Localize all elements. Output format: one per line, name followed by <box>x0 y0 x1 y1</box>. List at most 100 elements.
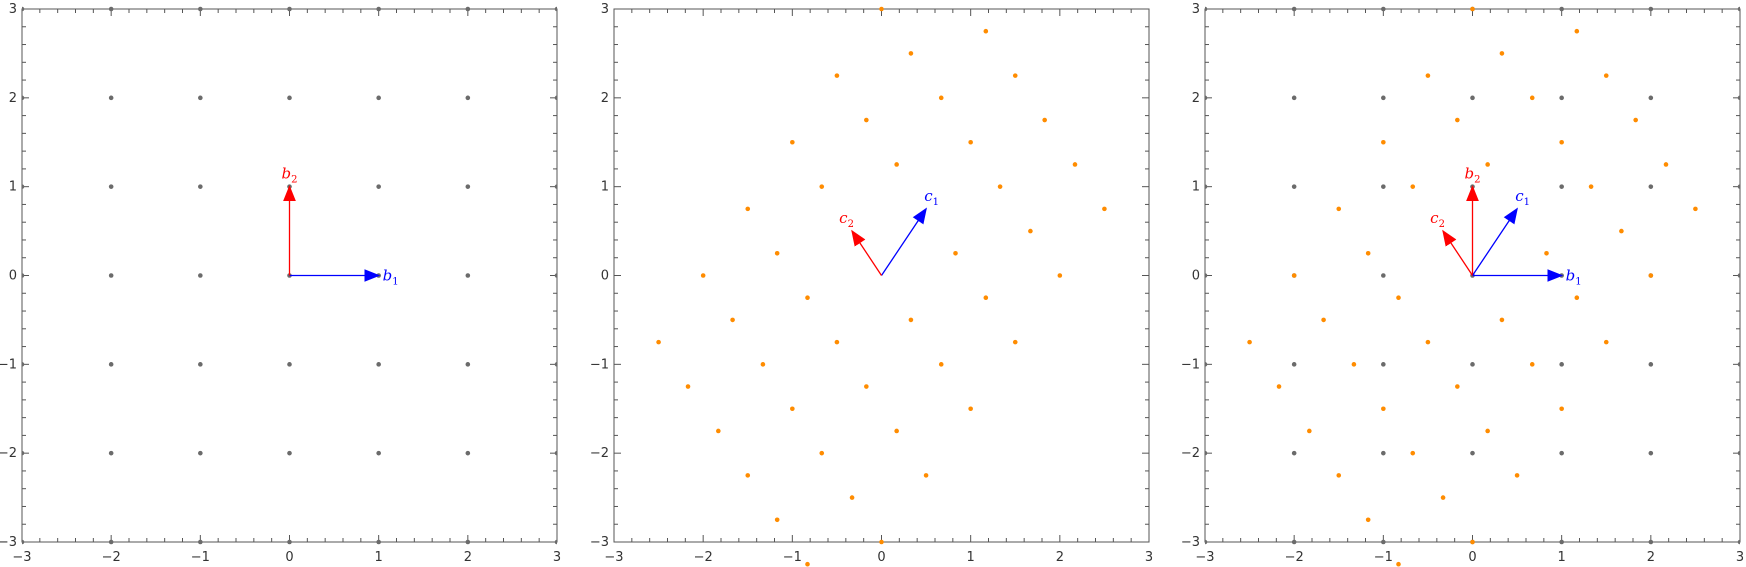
data-point <box>1574 28 1580 34</box>
y-tick-label: −2 <box>1181 446 1200 461</box>
data-point <box>198 450 203 456</box>
vector-label: b2 <box>1465 165 1481 186</box>
points-outside <box>1396 561 1401 567</box>
data-point <box>1336 473 1342 478</box>
data-point <box>1648 539 1654 545</box>
data-point <box>1559 95 1564 101</box>
data-point <box>1514 473 1520 478</box>
x-tick-label: 3 <box>553 550 561 565</box>
data-point <box>938 362 944 367</box>
data-point <box>819 184 825 189</box>
data-point <box>1028 228 1033 234</box>
x-tick-label: −2 <box>694 550 713 565</box>
data-point <box>864 117 869 123</box>
y-tick-label: −3 <box>0 535 17 550</box>
data-point <box>554 184 557 189</box>
data-point <box>1559 139 1564 145</box>
data-point <box>1205 273 1208 278</box>
data-point <box>1351 362 1357 367</box>
vector-c2 <box>851 229 883 276</box>
data-point <box>198 273 203 278</box>
y-tick-label: 2 <box>1192 91 1200 106</box>
data-point <box>1307 428 1312 434</box>
data-point <box>849 495 855 500</box>
vectors: b1 b2 c1 c2 <box>1430 165 1581 288</box>
data-point <box>22 184 25 189</box>
data-point <box>894 428 899 434</box>
data-point <box>1440 495 1446 500</box>
vector-c1 <box>1471 207 1518 276</box>
data-point <box>1072 162 1078 167</box>
data-point <box>1321 317 1326 323</box>
vector-label: c1 <box>1515 187 1530 208</box>
x-tick-label: −1 <box>783 550 802 565</box>
data-point <box>465 539 471 545</box>
data-point <box>790 406 795 412</box>
x-tick-label: −1 <box>191 550 210 565</box>
points <box>1205 6 1740 545</box>
x-tick-label: 2 <box>464 550 472 565</box>
data-point <box>108 95 114 101</box>
data-point <box>1648 273 1654 278</box>
x-tick-label: −2 <box>102 550 121 565</box>
data-point <box>923 473 929 478</box>
x-tick-label: 0 <box>877 550 885 565</box>
x-tick-label: 0 <box>285 550 293 565</box>
data-point <box>554 539 557 545</box>
y-tick-label: 1 <box>9 180 17 195</box>
data-point <box>1291 95 1297 101</box>
data-point <box>1648 95 1654 101</box>
y-tick-label: −2 <box>0 446 17 461</box>
vectors: b1 b2 <box>282 165 399 288</box>
data-point <box>1291 6 1297 12</box>
data-point <box>1381 6 1386 12</box>
points <box>656 6 1107 545</box>
data-point <box>1499 51 1505 56</box>
data-point <box>22 450 25 456</box>
data-point <box>198 6 203 12</box>
vector-label: c2 <box>1430 209 1445 230</box>
y-tick-label: 2 <box>9 91 17 106</box>
data-point <box>1544 250 1549 256</box>
data-point <box>465 184 471 189</box>
data-point <box>908 317 914 323</box>
data-point <box>1365 250 1371 256</box>
data-point <box>1291 539 1297 545</box>
data-point <box>198 95 203 101</box>
data-point <box>1381 539 1386 545</box>
data-point <box>1737 539 1740 545</box>
data-point <box>1588 184 1594 189</box>
data-point <box>774 517 780 523</box>
data-point <box>1648 362 1654 367</box>
data-point <box>108 273 114 278</box>
data-point <box>1381 450 1386 456</box>
data-point <box>1737 95 1740 101</box>
data-point <box>983 28 989 34</box>
data-point <box>805 295 810 301</box>
data-point <box>554 6 557 12</box>
x-tick-label: −1 <box>1374 550 1393 565</box>
data-point <box>1205 362 1208 367</box>
axes: −3−3 −2 −2 −1 −1 0 0 1 1 2 2 3 3 <box>590 2 1153 565</box>
data-point <box>968 406 973 412</box>
data-point <box>1470 6 1475 12</box>
y-tick-label: −3 <box>590 535 609 550</box>
data-point <box>1425 339 1431 345</box>
y-tick-label: −1 <box>0 357 17 372</box>
data-point <box>1559 539 1564 545</box>
x-tick-label: −2 <box>1285 550 1304 565</box>
data-point <box>700 273 706 278</box>
data-point <box>1381 362 1386 367</box>
y-tick-label: −3 <box>1181 535 1200 550</box>
data-point <box>376 95 381 101</box>
data-point <box>376 539 381 545</box>
data-point <box>1381 139 1386 145</box>
data-point <box>1381 184 1386 189</box>
data-point <box>1291 184 1297 189</box>
data-point <box>22 539 25 545</box>
data-point <box>1012 73 1018 78</box>
data-point <box>1737 6 1740 12</box>
data-point <box>685 384 691 389</box>
data-point <box>968 139 973 145</box>
